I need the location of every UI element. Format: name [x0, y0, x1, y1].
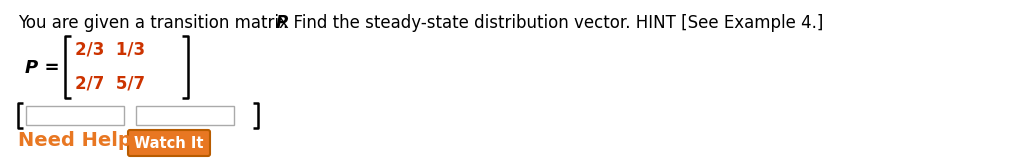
Text: Need Help?: Need Help? [18, 131, 143, 149]
FancyBboxPatch shape [136, 106, 234, 125]
Text: P =: P = [26, 59, 60, 77]
Text: 2/3  1/3: 2/3 1/3 [75, 41, 145, 59]
FancyBboxPatch shape [26, 106, 124, 125]
Text: 2/7  5/7: 2/7 5/7 [75, 75, 145, 93]
Text: P: P [276, 14, 288, 32]
Text: Watch It: Watch It [134, 135, 204, 150]
FancyBboxPatch shape [128, 130, 210, 156]
Text: You are given a transition matrix: You are given a transition matrix [18, 14, 295, 32]
Text: . Find the steady-state distribution vector. HINT [See Example 4.]: . Find the steady-state distribution vec… [283, 14, 824, 32]
